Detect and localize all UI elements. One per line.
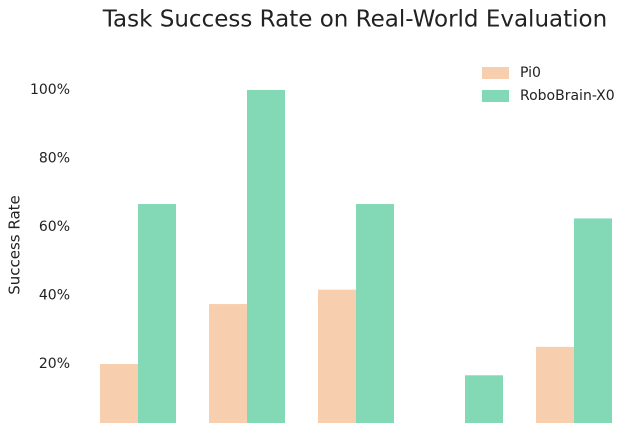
bar	[247, 89, 285, 423]
bar	[574, 218, 612, 423]
legend-label: RoboBrain-X0	[520, 88, 615, 104]
bar	[138, 204, 176, 423]
bar	[100, 363, 138, 423]
y-tick-label: 100%	[30, 82, 70, 98]
bar	[536, 346, 574, 423]
y-tick-label: 80%	[39, 150, 70, 166]
y-tick-label: 40%	[39, 287, 70, 303]
bar	[318, 289, 356, 423]
bar	[356, 204, 394, 423]
y-tick-label: 20%	[39, 356, 70, 372]
legend-swatch	[482, 67, 509, 79]
bar	[209, 304, 247, 423]
y-axis-label: Success Rate	[6, 195, 24, 295]
chart-title: Task Success Rate on Real-World Evaluati…	[102, 7, 607, 33]
y-tick-label: 60%	[39, 219, 70, 235]
bar	[465, 375, 503, 423]
legend-label: Pi0	[520, 65, 541, 81]
legend-swatch	[482, 90, 509, 102]
